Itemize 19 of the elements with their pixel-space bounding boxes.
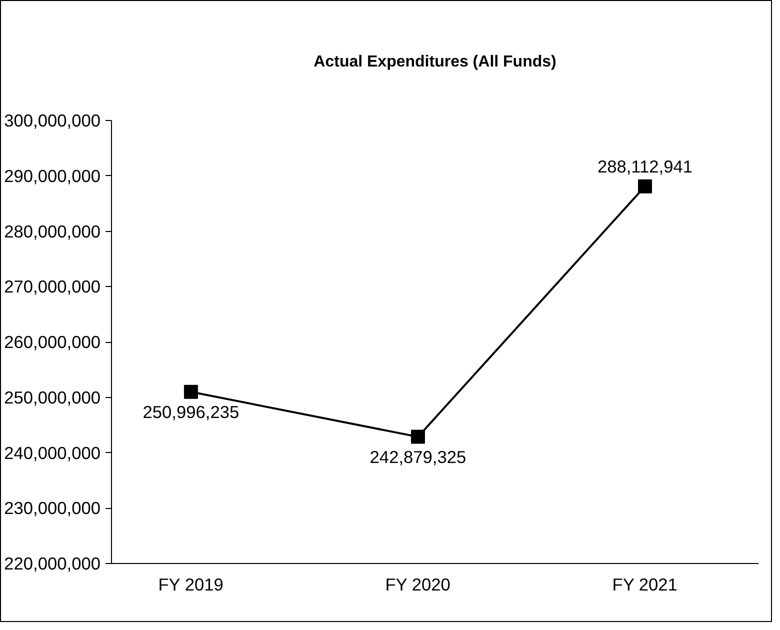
y-tick-label: 240,000,000 [4,442,101,463]
y-tick-label: 270,000,000 [4,276,101,297]
data-label: 250,996,235 [142,402,240,422]
data-label: 288,112,941 [597,156,693,176]
x-tick-label: FY 2019 [158,574,224,594]
y-tick-label: 300,000,000 [4,110,101,130]
y-tick-label: 230,000,000 [4,498,101,518]
y-tick-label: 250,000,000 [4,387,101,408]
x-tick-label: FY 2021 [612,574,678,594]
chart-title: Actual Expenditures (All Funds) [314,54,556,70]
point [184,384,198,399]
point [638,179,652,194]
y-tick-label: 220,000,000 [4,554,101,574]
y-tick-label: 260,000,000 [4,332,101,352]
y-tick-label: 280,000,000 [4,221,101,242]
point [410,430,425,444]
data-label: 242,879,325 [370,446,466,467]
y-tick-label: 290,000,000 [4,166,101,186]
x-tick-label: FY 2020 [385,574,450,594]
